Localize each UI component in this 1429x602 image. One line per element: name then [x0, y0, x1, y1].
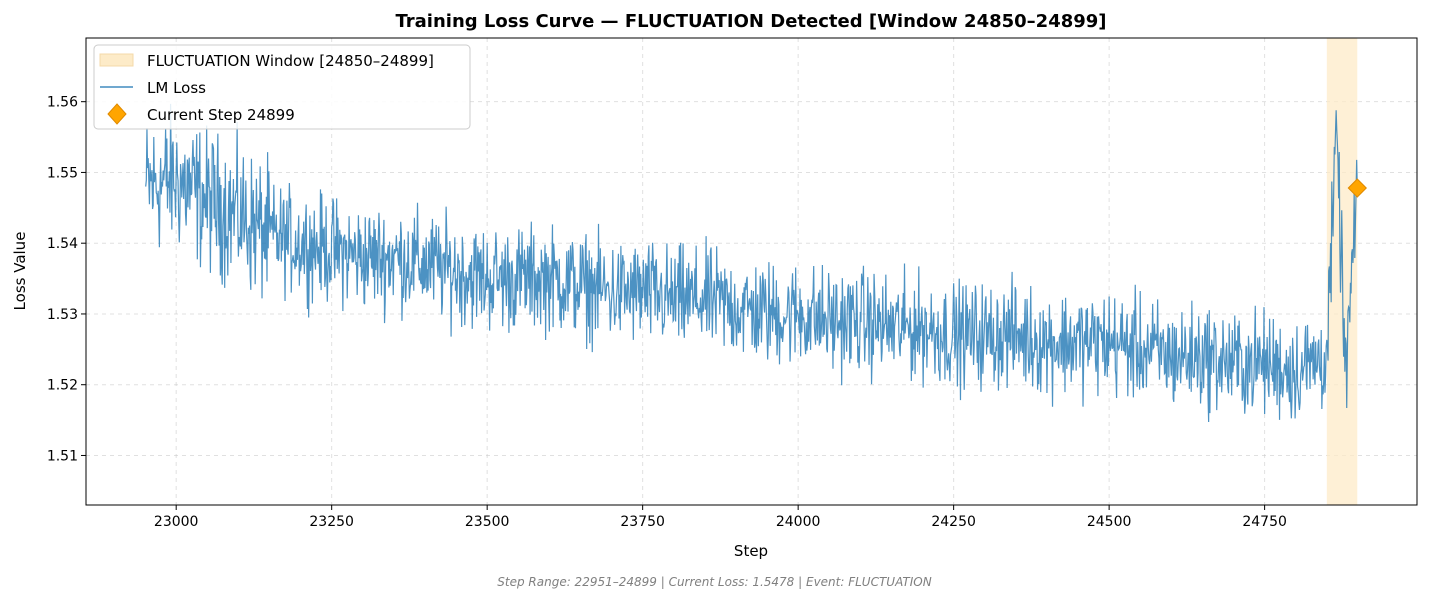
chart-title: Training Loss Curve — FLUCTUATION Detect…: [395, 11, 1106, 32]
current-step-marker-layer: [1347, 178, 1367, 198]
footer-note: Step Range: 22951–24899 | Current Loss: …: [497, 575, 932, 589]
current-step-marker: [1347, 178, 1367, 198]
x-axis-ticks: 23000 23250 23500 23750 24000 24250 24500 24750: [154, 505, 1287, 530]
x-tick-label: 23000: [154, 514, 199, 530]
lm-loss-line: [145, 103, 1358, 423]
legend-marker-label: Current Step 24899: [147, 106, 295, 124]
x-tick-label: 24000: [776, 514, 821, 530]
x-tick-label: 24250: [931, 514, 976, 530]
y-axis-ticks: 1.51 1.52 1.53 1.54 1.55 1.56: [47, 95, 86, 464]
legend-window-swatch: [99, 53, 134, 67]
x-tick-label: 24750: [1242, 514, 1287, 530]
legend-window-label: FLUCTUATION Window [24850–24899]: [147, 52, 434, 70]
y-tick-label: 1.51: [47, 448, 78, 464]
legend-marker-swatch: [107, 103, 127, 125]
x-tick-label: 23750: [620, 514, 665, 530]
x-tick-label: 23250: [309, 514, 354, 530]
y-tick-label: 1.55: [47, 165, 78, 181]
legend-box: [93, 44, 471, 130]
legend-line-label: LM Loss: [147, 79, 206, 97]
y-tick-label: 1.53: [47, 307, 78, 323]
x-tick-label: 24500: [1087, 514, 1132, 530]
y-tick-label: 1.54: [47, 236, 78, 252]
loss-line-layer: [145, 103, 1358, 423]
legend: FLUCTUATION Window [24850–24899] LM Loss…: [93, 44, 471, 130]
y-tick-label: 1.52: [47, 378, 78, 394]
y-tick-label: 1.56: [47, 95, 78, 111]
plot-frame: [85, 37, 1418, 506]
y-axis-label: Loss Value: [11, 232, 29, 311]
x-axis-label: Step: [734, 542, 768, 560]
x-tick-label: 23500: [465, 514, 510, 530]
